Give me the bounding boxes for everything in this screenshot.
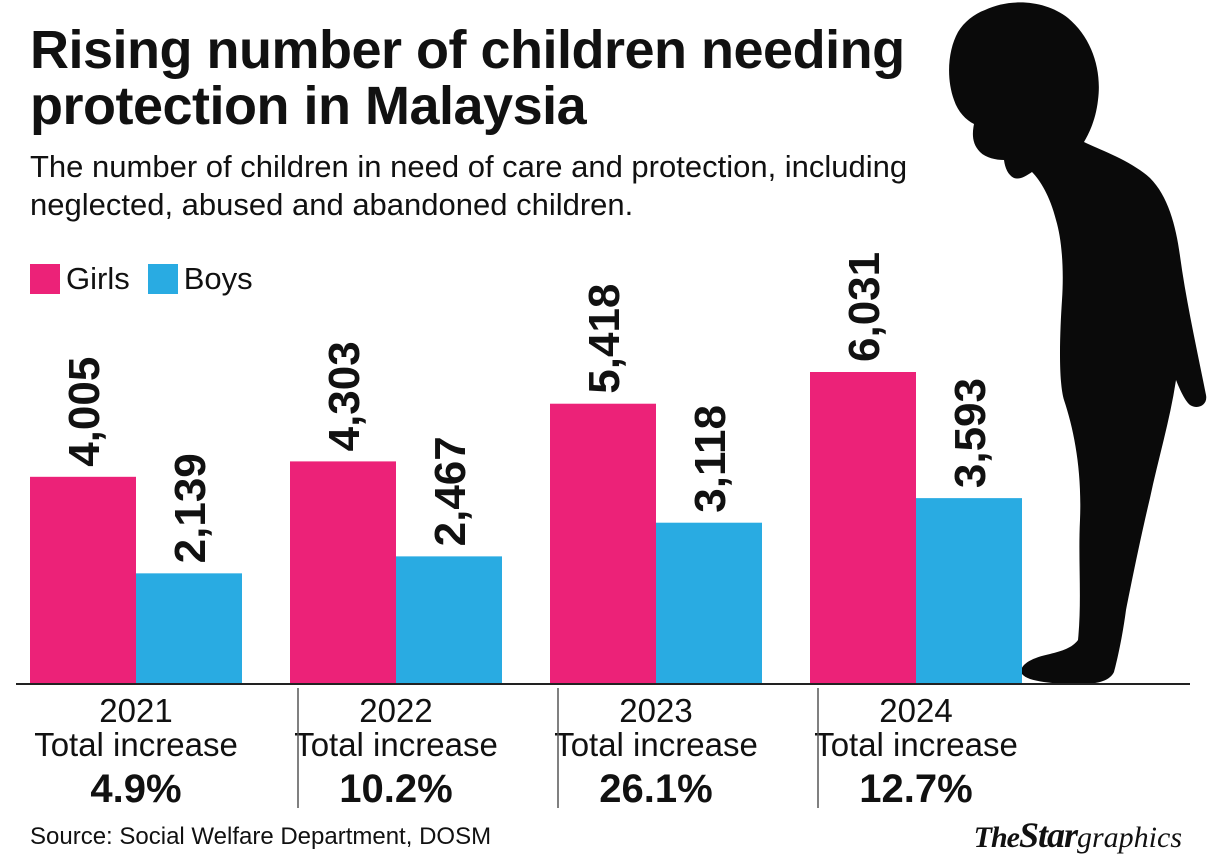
legend-swatch-boys	[147, 264, 178, 294]
increase-text-2022: Total increase	[294, 726, 498, 763]
increase-pct-2021: 4.9%	[90, 767, 181, 811]
brand-graphics: graphics	[1077, 821, 1182, 854]
bar-girls-2021	[30, 476, 136, 684]
increase-text-2021: Total increase	[34, 726, 238, 763]
brand-the: The	[973, 821, 1020, 854]
legend-item-boys: Boys	[147, 261, 253, 296]
year-label-2023: 2023	[619, 692, 692, 729]
bar-boys-2024	[916, 498, 1022, 684]
brand-logo: The Star graphics	[974, 814, 1182, 856]
chart-title: Rising number of children needing protec…	[30, 20, 905, 136]
legend-item-girls: Girls	[30, 262, 130, 296]
legend: Girls Boys	[30, 262, 271, 296]
value-label-boys-2024: 3,593	[946, 378, 995, 488]
legend-label-girls: Girls	[66, 261, 130, 296]
source-note: Source: Social Welfare Department, DOSM	[30, 823, 492, 850]
legend-swatch-girls	[30, 264, 60, 294]
value-label-girls-2023: 5,418	[580, 284, 629, 394]
bar-boys-2021	[136, 573, 242, 684]
year-label-2021: 2021	[99, 692, 172, 729]
increase-text-2024: Total increase	[814, 726, 1018, 763]
bar-boys-2023	[656, 522, 762, 684]
increase-text-2023: Total increase	[554, 726, 758, 763]
bar-girls-2022	[290, 461, 396, 684]
silhouette-shape	[949, 2, 1207, 684]
value-label-boys-2022: 2,467	[426, 436, 475, 546]
legend-label-boys: Boys	[183, 261, 253, 296]
year-label-2022: 2022	[359, 692, 432, 729]
bar-boys-2022	[396, 556, 502, 684]
value-label-girls-2022: 4,303	[320, 341, 369, 451]
chart-subtitle: The number of children in need of care a…	[30, 149, 908, 222]
increase-pct-2022: 10.2%	[339, 767, 452, 811]
value-label-girls-2024: 6,031	[840, 252, 889, 362]
bar-girls-2024	[810, 372, 916, 684]
increase-pct-2024: 12.7%	[859, 767, 972, 811]
value-label-girls-2021: 4,005	[60, 357, 109, 467]
year-label-2024: 2024	[879, 692, 952, 729]
value-label-boys-2023: 3,118	[686, 405, 735, 513]
bar-girls-2023	[550, 403, 656, 684]
brand-star: Star	[1018, 815, 1078, 855]
value-label-boys-2021: 2,139	[166, 453, 215, 563]
increase-pct-2023: 26.1%	[599, 767, 712, 811]
